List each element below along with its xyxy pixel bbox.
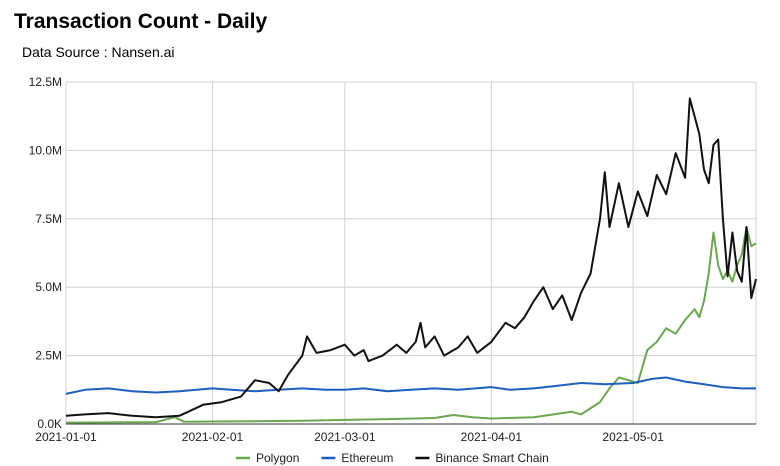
y-tick-label: 0.0K	[37, 417, 62, 431]
chart-subtitle: Data Source : Nansen.ai	[22, 44, 175, 60]
x-tick-label: 2021-02-01	[182, 430, 244, 444]
legend-label-polygon: Polygon	[256, 451, 299, 465]
chart-title: Transaction Count - Daily	[14, 10, 268, 33]
legend-label-binance-smart-chain: Binance Smart Chain	[435, 451, 548, 465]
x-tick-label: 2021-01-01	[35, 430, 97, 444]
series-line-ethereum	[65, 376, 756, 395]
y-tick-label: 10.0M	[29, 143, 62, 157]
y-tick-label: 2.5M	[35, 349, 62, 363]
legend-label-ethereum: Ethereum	[341, 451, 393, 465]
x-tick-label: 2021-04-01	[461, 430, 523, 444]
y-tick-label: 7.5M	[35, 212, 62, 226]
y-tick-label: 5.0M	[35, 280, 62, 294]
x-tick-label: 2021-05-01	[602, 430, 664, 444]
x-tick-label: 2021-03-01	[314, 430, 376, 444]
y-tick-label: 12.5M	[29, 75, 62, 89]
series-line-binance-smart-chain	[65, 97, 757, 419]
series-line-polygon	[65, 226, 757, 424]
